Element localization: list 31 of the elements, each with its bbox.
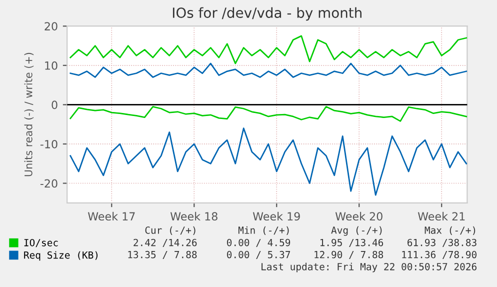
text: Min (-/+) <box>238 226 289 236</box>
text: Avg (-/+) <box>331 226 382 236</box>
text: Max (-/+) <box>424 226 476 236</box>
y-tick-label: -20 <box>40 179 58 188</box>
text: 1.95 /13.46 <box>320 238 384 247</box>
x-tick-label: Week 17 <box>88 212 135 221</box>
chart-title: IOs for /dev/vda - by month <box>172 7 362 21</box>
text: Cur (-/+) <box>145 226 196 236</box>
y-tick-label: 20 <box>44 22 58 30</box>
line-series <box>70 35 468 64</box>
x-tick-label: Week 21 <box>418 212 465 221</box>
line-series <box>70 128 468 196</box>
text: 2.42 /14.26 <box>134 238 197 247</box>
line-series <box>70 62 468 78</box>
y-axis-title: Units read (-) / write (+) <box>24 52 34 176</box>
line-series <box>70 106 468 122</box>
y-tick-label: -10 <box>40 140 58 148</box>
x-tick-label: Week 19 <box>252 212 300 221</box>
legend-label: IO/sec <box>24 238 58 248</box>
text: 0.00 / 5.37 <box>226 250 290 260</box>
text: 111.36 /78.90 <box>402 250 476 260</box>
x-tick-label: Week 18 <box>170 212 218 221</box>
y-tick-label: 0 <box>52 100 58 110</box>
text: 12.90 / 7.88 <box>314 250 384 260</box>
y-tick-label: 10 <box>45 61 58 70</box>
text: 0.00 / 4.59 <box>226 238 290 247</box>
text: Last update: Fri May 22 00:50:57 2026 <box>262 262 476 272</box>
x-tick-label: Week 20 <box>335 212 382 221</box>
text: 61.93 /38.83 <box>408 238 476 247</box>
legend-label: Req Size (KB) <box>24 251 98 261</box>
text: 13.35 / 7.88 <box>128 250 197 260</box>
